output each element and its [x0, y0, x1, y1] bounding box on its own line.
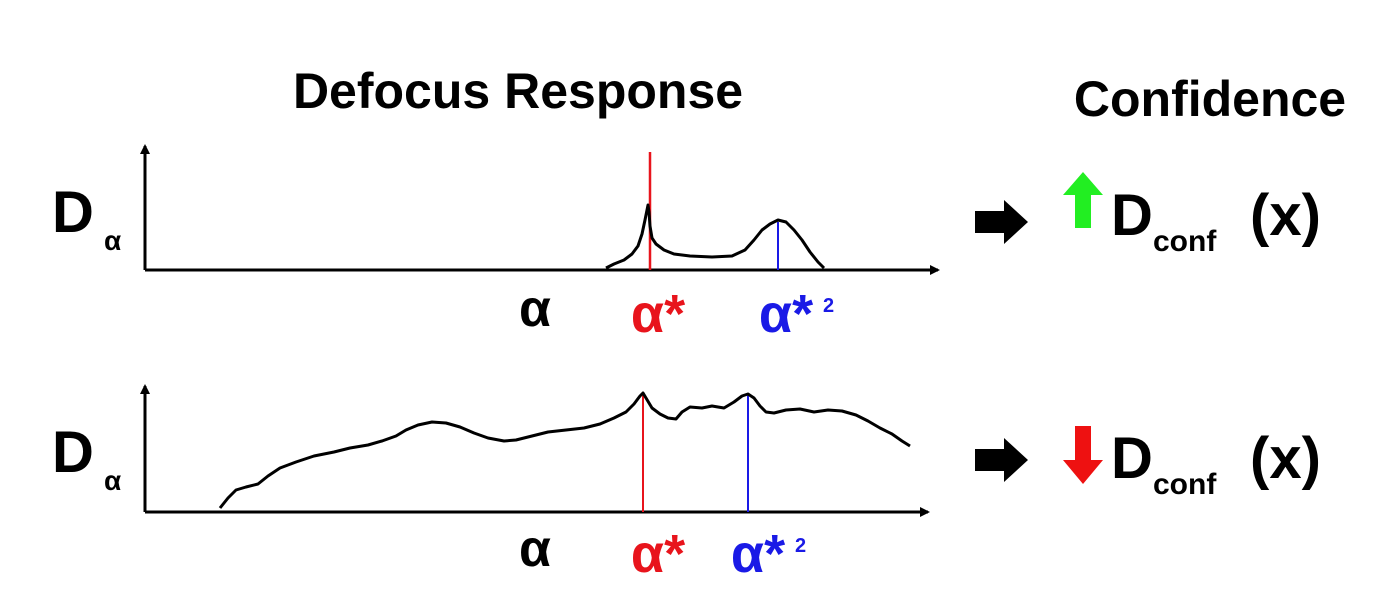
output-label-sub: conf	[1153, 468, 1217, 501]
peak2-label-sub: 2	[823, 295, 834, 317]
y-axis-label: D	[52, 180, 94, 245]
output-label: D	[1111, 426, 1153, 491]
response-curve	[605, 203, 826, 270]
y-axis-label: D	[52, 420, 94, 485]
confidence-down-arrow-icon	[1063, 426, 1103, 484]
output-label-arg: (x)	[1250, 183, 1321, 248]
x-axis-label: α	[519, 520, 551, 578]
confidence-up-arrow-icon	[1063, 172, 1103, 228]
y-axis-label-sub: α	[104, 225, 121, 256]
peak2-label: α*	[759, 284, 813, 344]
output-label-sub: conf	[1153, 225, 1217, 258]
peak2-label-sub: 2	[795, 535, 806, 557]
right-title: Confidence	[1074, 71, 1346, 127]
output-label: D	[1111, 183, 1153, 248]
peak1-label: α*	[631, 284, 685, 344]
panel-top: D α α α* α* 2 D conf (x)	[52, 144, 1321, 344]
panel-bottom: D α α α* α* 2 D conf (x)	[52, 384, 1321, 584]
response-curve	[218, 391, 911, 509]
pointer-arrow-icon	[975, 438, 1028, 482]
x-axis-label: α	[519, 280, 551, 338]
left-title: Defocus Response	[293, 63, 743, 119]
peak2-label: α*	[731, 524, 785, 584]
output-label-arg: (x)	[1250, 426, 1321, 491]
pointer-arrow-icon	[975, 200, 1028, 244]
y-axis-label-sub: α	[104, 465, 121, 496]
peak1-label: α*	[631, 524, 685, 584]
